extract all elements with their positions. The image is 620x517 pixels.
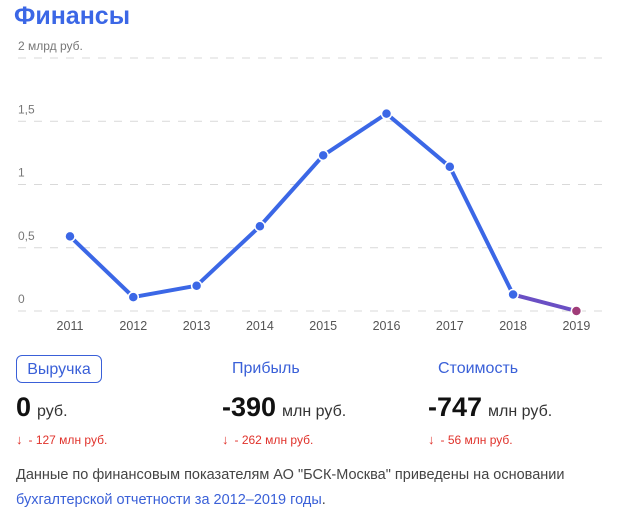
revenue-amount: 0 [16, 392, 32, 422]
source-report-link[interactable]: бухгалтерской отчетности за 2012–2019 го… [16, 492, 322, 508]
y-tick-label: 0 [18, 292, 25, 306]
y-tick-label: 1 [18, 166, 25, 180]
data-point [444, 161, 456, 173]
value-change-text: - 56 млн руб. [440, 433, 513, 447]
x-tick-label: 2018 [499, 319, 527, 333]
value-value: -747 млн руб. [428, 392, 552, 423]
series-line-segment [68, 234, 136, 300]
profit-value: -390 млн руб. [222, 392, 346, 423]
tab-value[interactable]: Стоимость [438, 360, 519, 377]
y-tick-label: 0,5 [18, 229, 35, 243]
value-unit: млн руб. [488, 403, 553, 420]
profit-amount: -390 [222, 392, 277, 422]
x-tick-label: 2016 [373, 319, 401, 333]
source-note-text: Данные по финансовым показателям АО "БСК… [16, 467, 565, 483]
series-line-segment [447, 164, 516, 297]
tab-revenue[interactable]: Выручка [16, 355, 102, 383]
tab-profit[interactable]: Прибыль [232, 360, 300, 377]
source-note-tail: . [321, 492, 326, 508]
down-arrow-icon: ↓ [16, 432, 23, 447]
data-point [317, 149, 329, 162]
revenue-value: 0 руб. [16, 392, 68, 423]
data-point [127, 291, 140, 303]
source-note: Данные по финансовым показателям АО "БСК… [16, 463, 596, 513]
revenue-change-text: - 127 млн руб. [28, 433, 108, 447]
data-point [570, 305, 583, 317]
x-tick-label: 2011 [57, 319, 84, 333]
value-amount: -747 [428, 392, 483, 422]
x-tick-label: 2014 [246, 319, 274, 333]
y-tick-label: 1,5 [18, 102, 35, 116]
value-change: ↓ - 56 млн руб. [428, 432, 513, 447]
revenue-line-chart: 2 млрд руб. 0 0,5 1 1,5 2011 2012 2013 2014 2015 2… [18, 39, 610, 333]
series-line-segment [511, 292, 579, 313]
x-tick-label: 2012 [119, 319, 147, 333]
down-arrow-icon: ↓ [222, 432, 229, 447]
revenue-unit: руб. [37, 403, 68, 420]
data-point [190, 279, 203, 292]
x-tick-label: 2017 [436, 319, 464, 333]
x-tick-label: 2015 [309, 319, 337, 333]
series-line-segment [194, 224, 262, 288]
data-point [254, 220, 266, 232]
series-line-segment [131, 283, 199, 300]
y-axis-max-label: 2 млрд руб. [18, 39, 83, 53]
data-point [507, 288, 519, 301]
series-line-segment [321, 111, 389, 158]
revenue-change: ↓ - 127 млн руб. [16, 432, 107, 447]
profit-change: ↓ - 262 млн руб. [222, 432, 313, 447]
data-point [380, 107, 393, 120]
down-arrow-icon: ↓ [428, 432, 435, 447]
series-line-segment [384, 111, 452, 169]
data-point [64, 230, 76, 243]
profit-change-text: - 262 млн руб. [234, 433, 314, 447]
x-tick-label: 2013 [183, 319, 211, 333]
section-title: Финансы [14, 2, 131, 30]
profit-unit: млн руб. [282, 403, 347, 420]
series-line-segment [257, 153, 326, 229]
x-tick-label: 2019 [562, 319, 590, 333]
